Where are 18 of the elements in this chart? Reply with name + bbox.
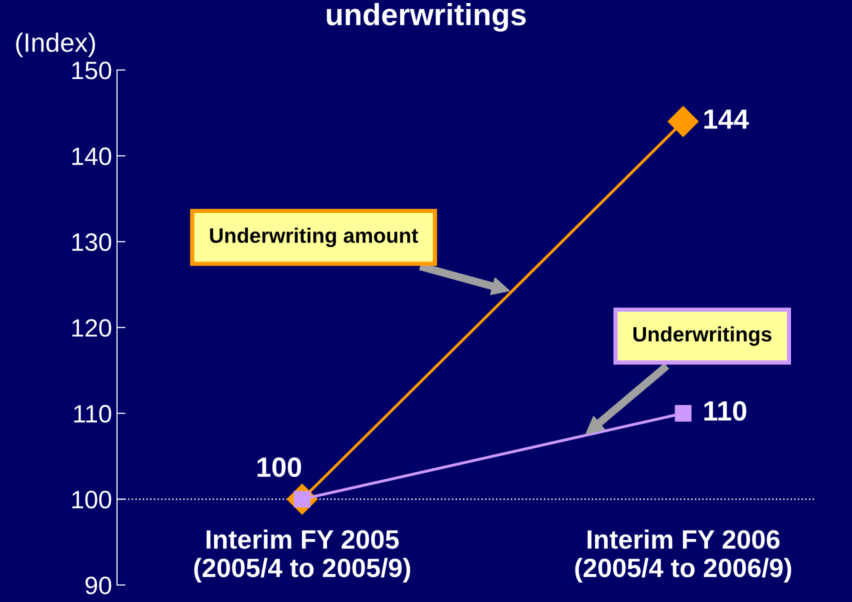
point <box>668 106 699 137</box>
x-tick-label: Interim FY 2006 (2005/4 to 2006/9) <box>575 529 792 582</box>
data-label: 100 <box>258 457 302 478</box>
data-label: 144 <box>704 110 749 129</box>
data-label: 110 <box>704 401 746 421</box>
text: Underwriting amount <box>210 228 418 248</box>
text: Underwritings <box>633 326 772 346</box>
y-tick-label: 130 <box>72 233 112 251</box>
y-tick-label: 100 <box>72 490 112 508</box>
y-tick-label: 150 <box>72 62 112 80</box>
y-tick-label: 110 <box>74 404 112 423</box>
y-tick-label: 90 <box>86 576 112 594</box>
y-tick-label: 140 <box>72 147 112 166</box>
y-tick-label: 120 <box>72 319 112 337</box>
chart-title: underwritings <box>326 3 526 32</box>
x-tick-label: Interim FY 2005 (2005/4 to 2005/9) <box>194 529 410 582</box>
y-axis-title: (Index) <box>16 32 95 58</box>
point <box>674 405 692 422</box>
